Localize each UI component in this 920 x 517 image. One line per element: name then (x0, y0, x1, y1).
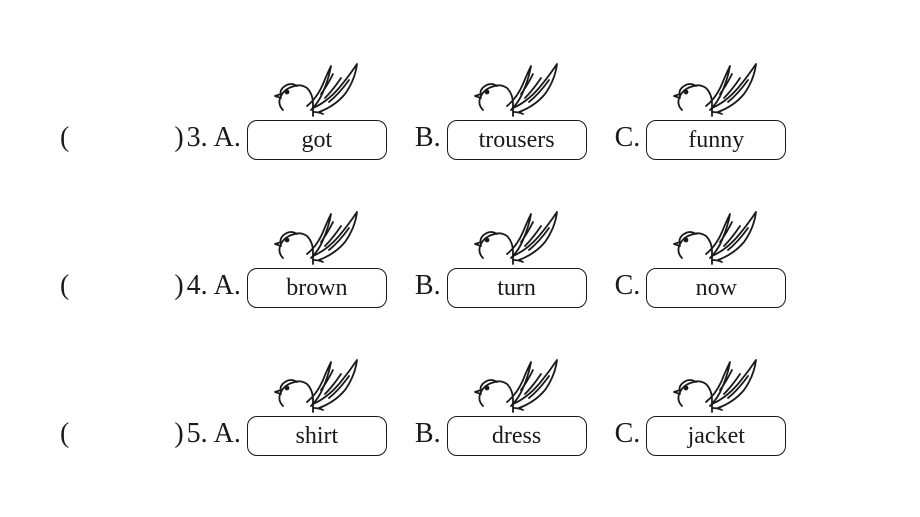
option[interactable]: B.dress (415, 356, 587, 456)
answer-blank[interactable]: ( ) (60, 270, 185, 302)
bird-icon (473, 356, 563, 418)
word-box: got (247, 120, 387, 160)
word-box: turn (447, 268, 587, 308)
answer-blank[interactable]: ( ) (60, 122, 185, 154)
option[interactable]: A.shirt (214, 356, 387, 456)
word-box: shirt (247, 416, 387, 456)
option[interactable]: B.trousers (415, 60, 587, 160)
word-box: brown (247, 268, 387, 308)
option-letter: A. (214, 270, 241, 302)
word-card: jacket (646, 356, 786, 456)
option-letter: B. (415, 418, 441, 450)
word-box: funny (646, 120, 786, 160)
option[interactable]: C.funny (615, 60, 787, 160)
option[interactable]: C.jacket (615, 356, 787, 456)
bird-icon (273, 60, 363, 122)
option[interactable]: C.now (615, 208, 787, 308)
word-card: got (247, 60, 387, 160)
word-card: shirt (247, 356, 387, 456)
word-box: now (646, 268, 786, 308)
word-card: brown (247, 208, 387, 308)
bird-icon (473, 208, 563, 270)
question-number: 4. (187, 270, 208, 302)
option-letter: A. (214, 418, 241, 450)
bird-icon (672, 208, 762, 270)
question-number: 5. (187, 418, 208, 450)
option-letter: C. (615, 418, 641, 450)
word-card: dress (447, 356, 587, 456)
word-box: dress (447, 416, 587, 456)
word-box: trousers (447, 120, 587, 160)
word-card: funny (646, 60, 786, 160)
answer-blank[interactable]: ( ) (60, 418, 185, 450)
option-letter: B. (415, 270, 441, 302)
word-card: trousers (447, 60, 587, 160)
word-box: jacket (646, 416, 786, 456)
question-row: ( )5.A.shirt B.dress C.jacket (60, 346, 860, 456)
word-card: turn (447, 208, 587, 308)
question-number: 3. (187, 122, 208, 154)
option-letter: C. (615, 270, 641, 302)
bird-icon (672, 356, 762, 418)
bird-icon (473, 60, 563, 122)
option-letter: A. (214, 122, 241, 154)
option-letter: B. (415, 122, 441, 154)
word-card: now (646, 208, 786, 308)
bird-icon (672, 60, 762, 122)
bird-icon (273, 356, 363, 418)
option-letter: C. (615, 122, 641, 154)
option[interactable]: A.brown (214, 208, 387, 308)
question-row: ( )4.A.brown B.turn C.now (60, 198, 860, 308)
bird-icon (273, 208, 363, 270)
option[interactable]: A.got (214, 60, 387, 160)
question-row: ( )3.A.got B.trousers C.funny (60, 50, 860, 160)
option[interactable]: B.turn (415, 208, 587, 308)
